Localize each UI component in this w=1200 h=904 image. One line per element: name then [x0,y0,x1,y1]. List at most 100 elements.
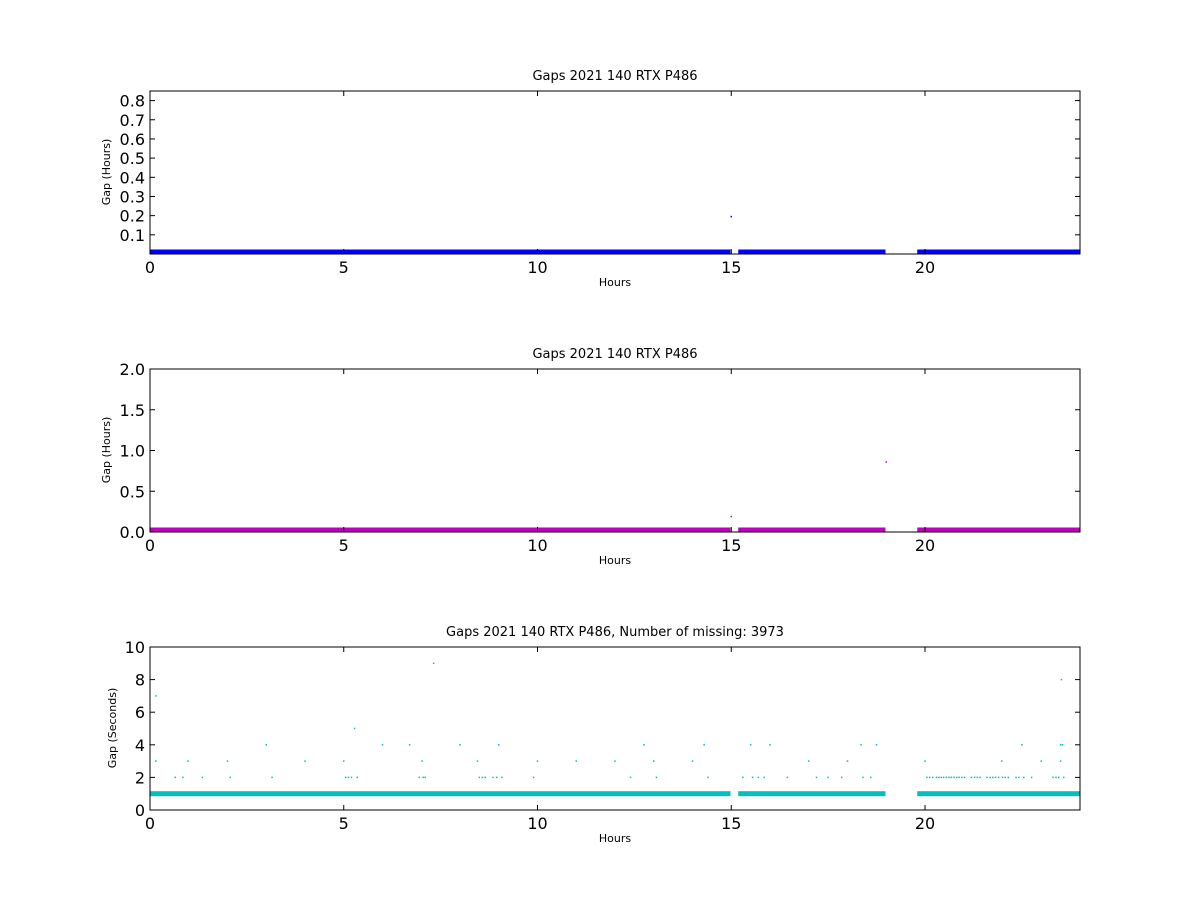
data-point [976,776,979,779]
data-point [614,760,616,762]
data-point [501,776,503,779]
data-point [846,760,849,762]
baseline-run [917,791,1080,797]
data-point [201,776,204,779]
data-point [703,744,705,746]
data-point [1007,776,1010,779]
y-tick-label: 0.7 [120,111,145,130]
data-point [492,776,494,779]
data-point [986,776,988,779]
data-point [347,776,350,779]
y-tick-label: 0.5 [120,149,145,168]
data-point [1057,776,1060,779]
data-point [155,760,157,762]
data-point [424,776,426,779]
data-point [1000,760,1003,762]
baseline-run [738,791,886,797]
x-tick-label: 10 [527,536,547,555]
plot-frame [149,646,1081,811]
data-point [481,776,484,779]
baseline-run [150,249,731,255]
data-point [786,776,789,779]
y-tick-label: 2 [135,768,145,787]
data-point [421,760,423,762]
data-point [935,776,938,779]
y-axis-label: Gap (Hours) [100,417,113,484]
x-tick-label: 5 [339,814,349,833]
data-point [860,744,862,746]
y-tick-label: 0.1 [120,226,145,245]
y-tick-label: 8 [135,671,145,690]
y-tick-label: 1.0 [120,442,145,461]
x-tick-label: 15 [721,536,741,555]
data-point [963,776,966,779]
chart-title: Gaps 2021 140 RTX P486 [532,347,697,362]
data-point [174,776,176,779]
x-tick-label: 20 [915,258,935,277]
data-point [994,776,997,779]
y-tick-label: 0.3 [120,187,145,206]
data-point [691,760,694,762]
chart-title: Gaps 2021 140 RTX P486, Number of missin… [446,625,784,640]
data-point [1061,744,1064,746]
y-tick-label: 6 [135,703,145,722]
data-point [751,776,754,779]
baseline-run [738,249,886,255]
y-axis-label: Gap (Seconds) [106,688,119,769]
data-point [536,760,539,762]
x-tick-label: 10 [527,258,547,277]
data-point [707,776,709,779]
data-point [827,776,829,779]
data-point [498,744,500,746]
data-point [932,776,934,779]
data-point [356,776,359,779]
data-marks [150,662,1080,797]
data-point [655,776,658,779]
data-point [432,662,435,665]
x-tick-label: 10 [527,814,547,833]
data-point [940,776,943,779]
data-point [870,776,872,779]
data-point [948,776,950,779]
y-tick-label: 0.8 [120,92,145,111]
data-point [1052,776,1054,779]
data-point [926,776,928,779]
data-point [970,776,973,779]
y-tick-label: 10 [125,638,145,657]
data-point [1015,776,1017,779]
data-point [942,776,945,779]
baseline-run [150,791,731,797]
data-point [304,760,306,762]
data-point [961,776,963,779]
data-point [418,776,421,779]
data-point [1059,760,1062,762]
data-point [1059,744,1062,746]
data-point [808,760,810,762]
data-point [1004,776,1006,779]
data-point [496,776,498,779]
y-tick-label: 0.2 [120,207,145,226]
data-point [769,744,771,746]
chart-panel-1: Gaps 2021 140 RTX P486 Hours Gap (Hours)… [100,69,1081,289]
data-point [742,776,744,779]
data-point [182,776,184,779]
axis-ticks: 0 5 10 15 20 0.0 0.5 1.0 1.5 2.0 [120,360,1080,555]
data-point [950,776,953,779]
y-axis-label: Gap (Hours) [100,139,113,206]
data-point [271,776,273,779]
data-point [945,776,948,779]
data-point [973,776,976,779]
data-point [229,776,231,779]
data-point [924,760,926,762]
x-tick-label: 5 [339,258,349,277]
data-point [643,744,645,746]
data-point [155,695,157,697]
data-point [840,776,843,779]
data-point [730,215,732,218]
data-point [938,776,940,779]
data-point [928,776,931,779]
data-point [1021,744,1023,746]
x-tick-label: 20 [915,536,935,555]
y-tick-label: 1.5 [120,401,145,420]
